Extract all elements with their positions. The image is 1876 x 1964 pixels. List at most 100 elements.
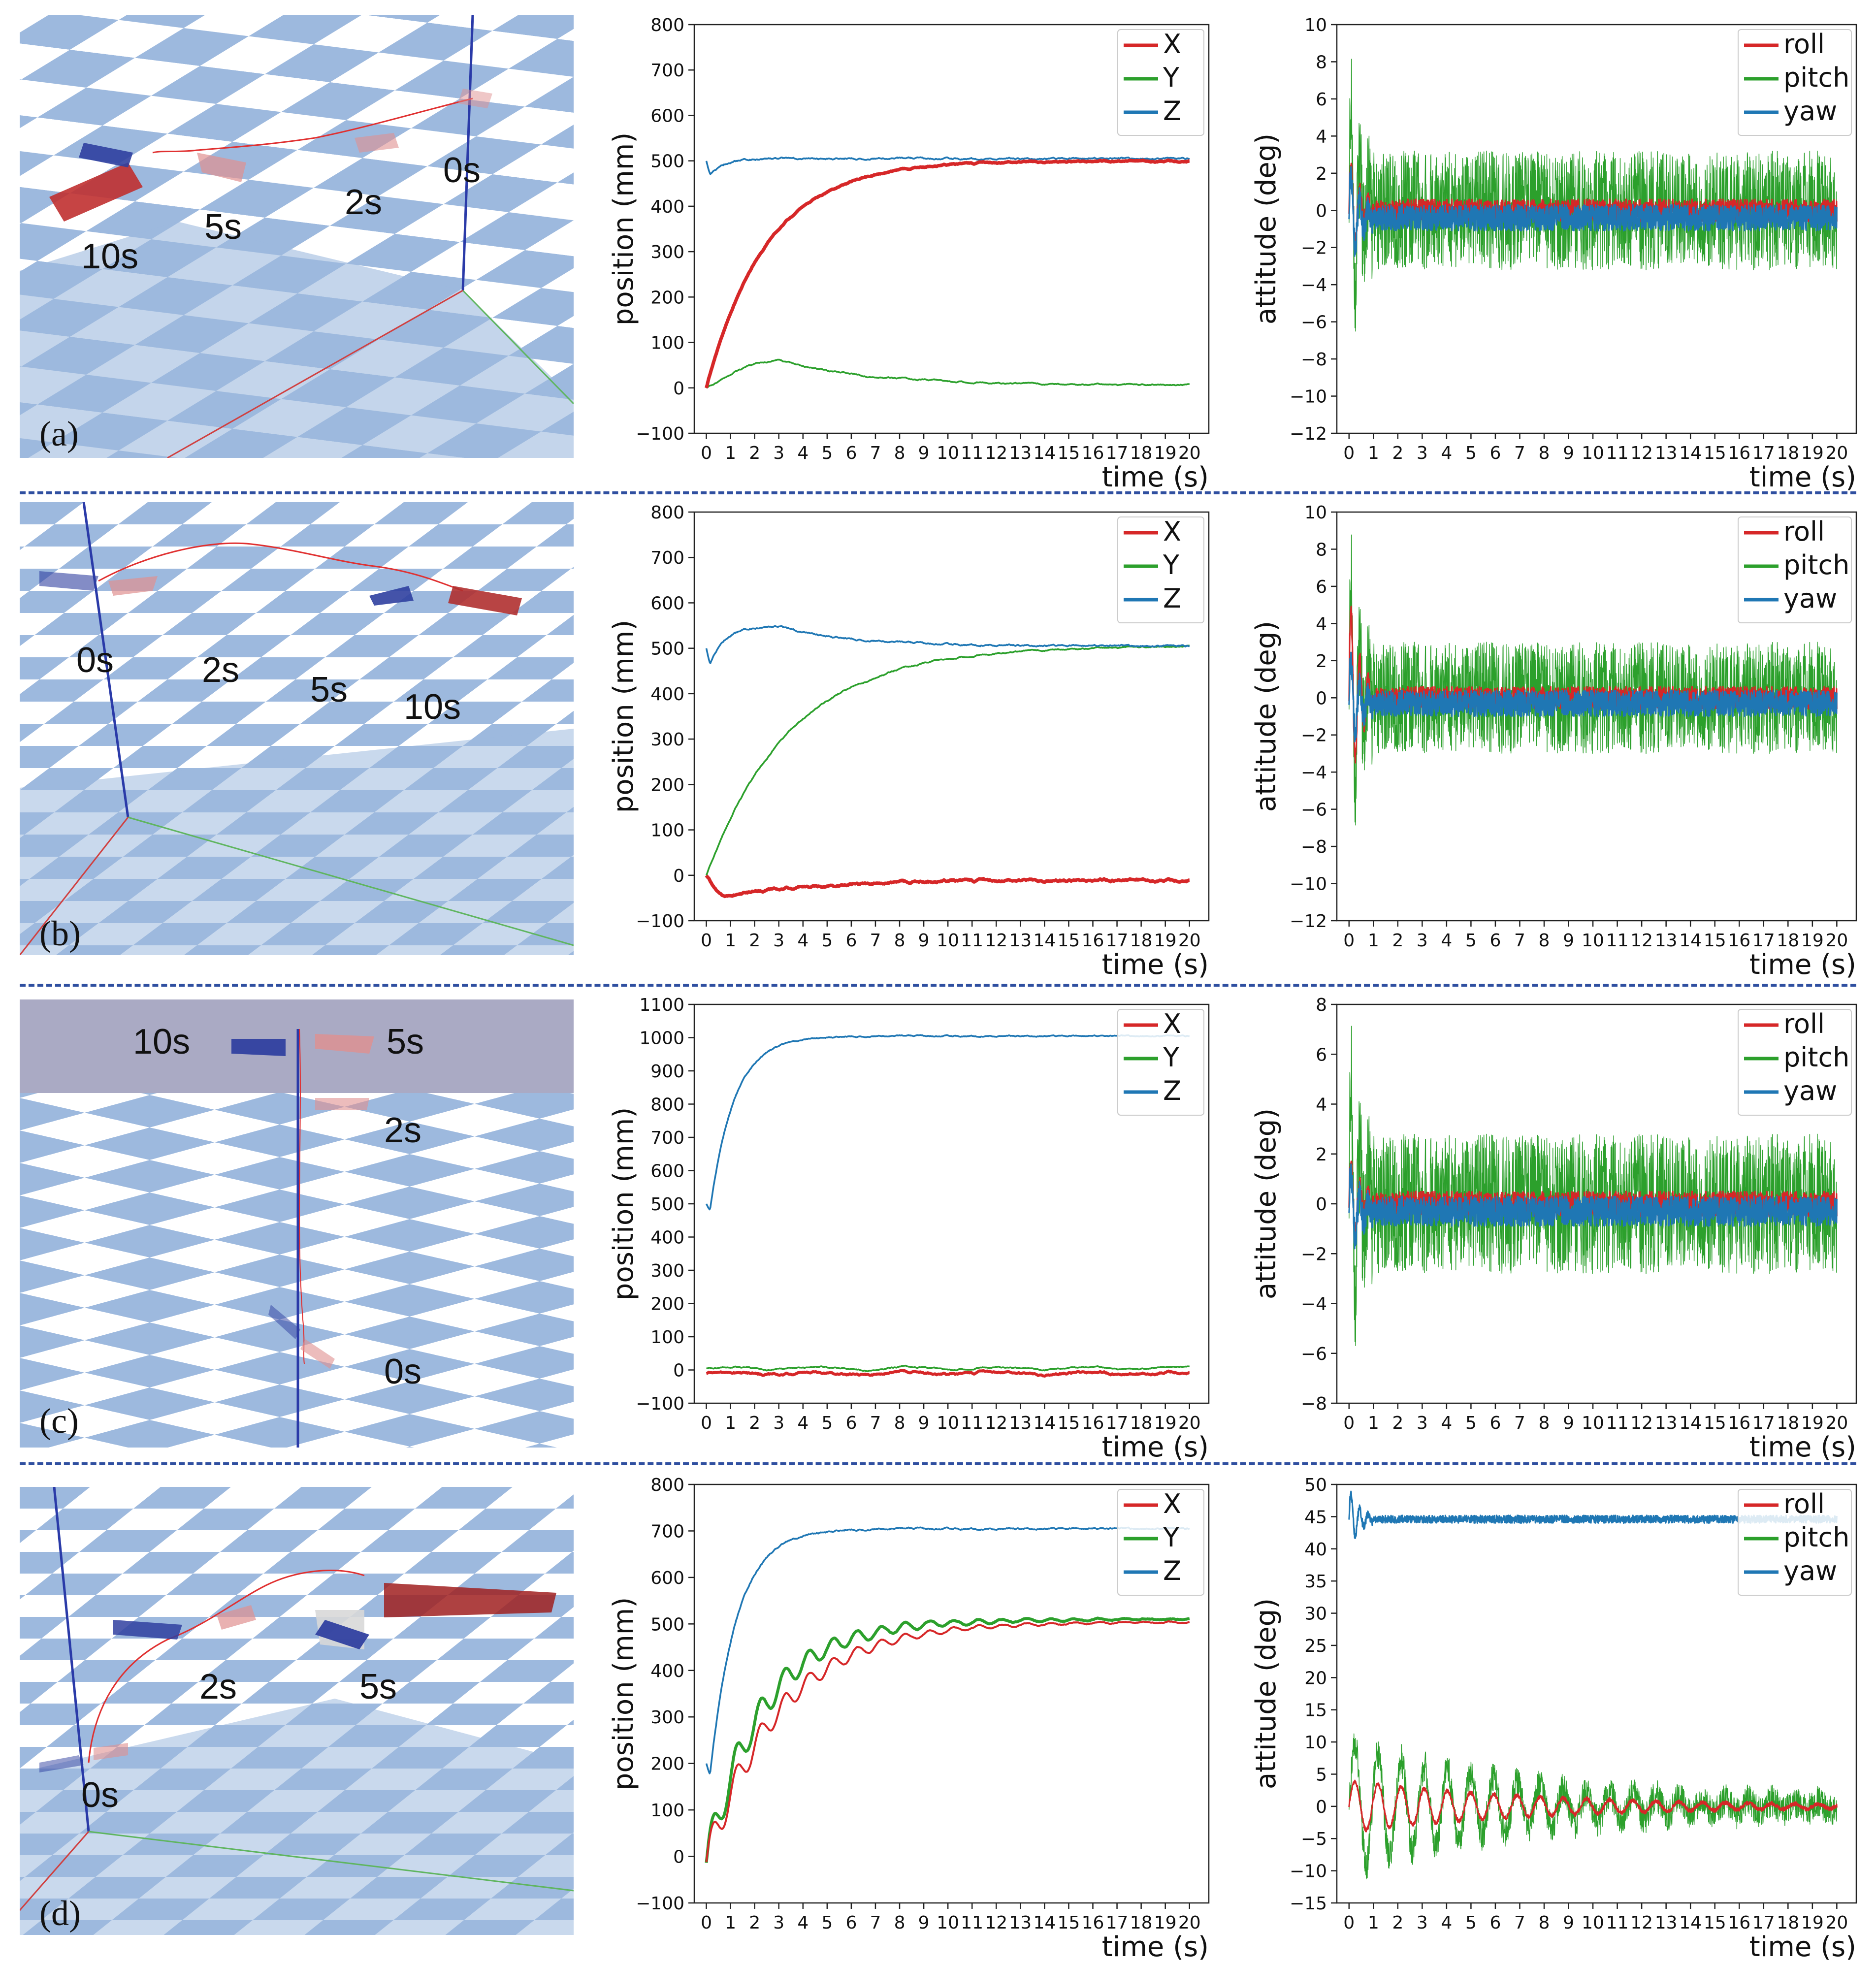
- y-tick-label: −100: [636, 1394, 684, 1414]
- panel-label: (c): [39, 1401, 79, 1441]
- series-line-yaw: [1348, 166, 1838, 257]
- x-tick-label: 1: [725, 1913, 736, 1933]
- sim-time-label: 5s: [204, 207, 242, 247]
- x-tick-label: 7: [870, 931, 881, 951]
- row-separator: [20, 1462, 1856, 1465]
- x-axis-label: time (s): [1102, 1931, 1209, 1962]
- x-tick-label: 5: [1465, 931, 1477, 951]
- x-tick-label: 1: [1368, 1413, 1379, 1433]
- x-tick-label: 12: [1630, 931, 1653, 951]
- legend-label-roll: roll: [1783, 29, 1825, 60]
- x-tick-label: 14: [1033, 931, 1056, 951]
- legend-label-Y: Y: [1163, 1042, 1180, 1073]
- x-tick-label: 5: [821, 1413, 833, 1433]
- y-tick-label: 700: [650, 61, 684, 81]
- series-line-X: [705, 874, 1191, 899]
- x-tick-label: 18: [1130, 1413, 1153, 1433]
- y-tick-label: 300: [650, 1261, 684, 1281]
- x-tick-label: 13: [1655, 1413, 1678, 1433]
- x-tick-label: 7: [870, 1913, 881, 1933]
- y-tick-label: 200: [650, 775, 684, 795]
- x-tick-label: 6: [845, 1413, 857, 1433]
- x-tick-label: 10: [1582, 931, 1604, 951]
- y-tick-label: −4: [1301, 275, 1327, 295]
- legend-label-yaw: yaw: [1783, 1555, 1837, 1586]
- y-tick-label: −12: [1290, 424, 1327, 444]
- y-tick-label: −8: [1301, 837, 1327, 857]
- x-tick-label: 3: [773, 1413, 784, 1433]
- x-tick-label: 13: [1655, 1913, 1678, 1933]
- x-tick-label: 15: [1058, 931, 1080, 951]
- x-tick-label: 4: [797, 1413, 809, 1433]
- x-tick-label: 8: [894, 931, 906, 951]
- x-tick-label: 4: [1441, 931, 1452, 951]
- y-tick-label: −2: [1301, 1244, 1327, 1264]
- x-tick-label: 16: [1082, 1913, 1104, 1933]
- y-tick-label: −6: [1301, 800, 1327, 820]
- x-tick-label: 6: [1489, 443, 1501, 463]
- x-axis-label: time (s): [1749, 461, 1856, 492]
- x-tick-label: 5: [821, 443, 833, 463]
- x-tick-label: 15: [1058, 1913, 1080, 1933]
- legend: XYZ: [1117, 1008, 1204, 1116]
- x-tick-label: 9: [918, 443, 930, 463]
- x-tick-label: 8: [894, 443, 906, 463]
- y-tick-label: 10: [1304, 503, 1327, 523]
- y-tick-label: 4: [1316, 1095, 1327, 1115]
- y-tick-label: 800: [650, 1095, 684, 1115]
- x-tick-label: 11: [961, 1913, 983, 1933]
- x-tick-label: 4: [797, 1913, 809, 1933]
- x-tick-label: 0: [1343, 1913, 1355, 1933]
- x-tick-label: 16: [1728, 443, 1750, 463]
- y-tick-label: −100: [636, 424, 684, 444]
- y-tick-label: 0: [1316, 688, 1327, 708]
- y-tick-label: 600: [650, 593, 684, 613]
- legend-label-pitch: pitch: [1783, 549, 1849, 580]
- y-tick-label: 30: [1304, 1604, 1327, 1624]
- x-tick-label: 14: [1679, 931, 1702, 951]
- legend-box: [1738, 1489, 1852, 1596]
- x-tick-label: 15: [1058, 1413, 1080, 1433]
- x-tick-label: 14: [1679, 443, 1702, 463]
- x-tick-label: 19: [1801, 931, 1824, 951]
- x-tick-label: 0: [1343, 443, 1355, 463]
- row-separator: [20, 491, 1856, 494]
- x-tick-label: 8: [1539, 1413, 1550, 1433]
- y-tick-label: 600: [650, 1568, 684, 1588]
- y-tick-label: 2: [1316, 651, 1327, 672]
- x-tick-label: 6: [1489, 1913, 1501, 1933]
- y-tick-label: 0: [1316, 1797, 1327, 1817]
- x-tick-label: 10: [1582, 1413, 1604, 1433]
- legend-label-yaw: yaw: [1783, 96, 1837, 127]
- y-tick-label: 100: [650, 1327, 684, 1348]
- y-tick-label: 900: [650, 1062, 684, 1082]
- x-tick-label: 5: [821, 1913, 833, 1933]
- legend-label-Z: Z: [1163, 96, 1181, 127]
- x-axis-label: time (s): [1102, 461, 1209, 492]
- sim-image-d: 2s 5s 0s (d): [20, 1487, 574, 1935]
- x-tick-label: 15: [1704, 1913, 1726, 1933]
- x-tick-label: 12: [1630, 443, 1653, 463]
- x-tick-label: 5: [1465, 1413, 1477, 1433]
- y-axis-label: attitude (deg): [1250, 133, 1282, 324]
- sim-time-label: 0s: [76, 641, 114, 680]
- x-tick-label: 9: [1563, 1913, 1574, 1933]
- sim-time-label: 0s: [384, 1352, 421, 1391]
- x-tick-label: 11: [1606, 1413, 1629, 1433]
- x-tick-label: 15: [1704, 1413, 1726, 1433]
- x-tick-label: 13: [1009, 931, 1032, 951]
- series-line-yaw: [1348, 1163, 1838, 1250]
- y-tick-label: 25: [1304, 1636, 1327, 1656]
- x-tick-label: 11: [1606, 1913, 1629, 1933]
- y-tick-label: 100: [650, 1801, 684, 1821]
- x-tick-label: 12: [985, 1913, 1007, 1933]
- x-tick-label: 19: [1154, 1913, 1177, 1933]
- legend-label-pitch: pitch: [1783, 1042, 1849, 1073]
- x-tick-label: 20: [1825, 443, 1848, 463]
- y-tick-label: −5: [1301, 1829, 1327, 1849]
- y-tick-label: −10: [1290, 1862, 1327, 1882]
- x-tick-label: 13: [1009, 1913, 1032, 1933]
- x-tick-label: 13: [1655, 443, 1678, 463]
